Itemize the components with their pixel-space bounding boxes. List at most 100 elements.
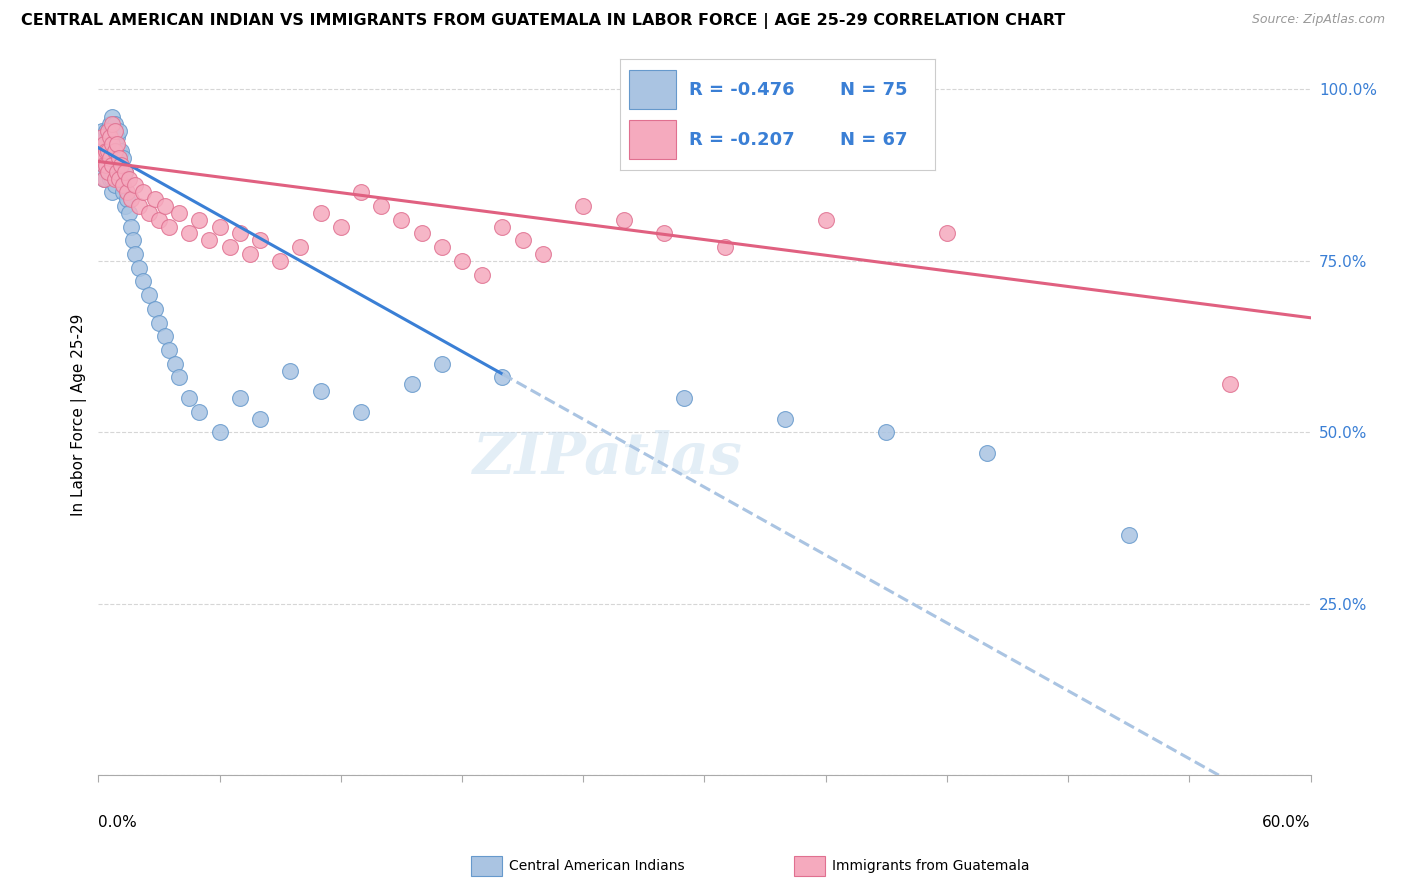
- Point: [89, 144, 111, 158]
- Point: [101, 137, 124, 152]
- Point: [613, 212, 636, 227]
- Point: [138, 288, 160, 302]
- Point: [97, 165, 120, 179]
- Point: [451, 253, 474, 268]
- Point: [350, 405, 373, 419]
- Text: Source: ZipAtlas.com: Source: ZipAtlas.com: [1251, 13, 1385, 27]
- Point: [1118, 528, 1140, 542]
- Point: [157, 219, 180, 234]
- Point: [91, 144, 114, 158]
- Point: [93, 130, 115, 145]
- Point: [148, 212, 170, 227]
- Point: [101, 117, 124, 131]
- Point: [208, 219, 231, 234]
- Point: [120, 192, 142, 206]
- Point: [128, 199, 150, 213]
- Y-axis label: In Labor Force | Age 25-29: In Labor Force | Age 25-29: [72, 314, 87, 516]
- Point: [97, 123, 120, 137]
- Point: [111, 186, 134, 200]
- Point: [103, 123, 125, 137]
- Point: [118, 206, 141, 220]
- Point: [91, 165, 114, 179]
- Point: [101, 158, 124, 172]
- Point: [89, 151, 111, 165]
- Point: [935, 227, 957, 241]
- Point: [143, 301, 166, 316]
- Point: [105, 165, 128, 179]
- Point: [96, 158, 118, 172]
- Point: [110, 144, 132, 158]
- Point: [114, 199, 136, 213]
- Point: [100, 158, 122, 172]
- Point: [165, 357, 187, 371]
- Point: [97, 123, 120, 137]
- Point: [572, 199, 595, 213]
- Point: [278, 363, 301, 377]
- Point: [208, 425, 231, 440]
- Point: [107, 171, 129, 186]
- Point: [107, 171, 129, 186]
- Point: [269, 253, 291, 268]
- Point: [100, 117, 122, 131]
- Point: [91, 151, 114, 165]
- Point: [976, 446, 998, 460]
- Point: [114, 165, 136, 179]
- Point: [290, 240, 312, 254]
- Point: [97, 137, 120, 152]
- Point: [814, 212, 837, 227]
- Point: [120, 219, 142, 234]
- Point: [101, 171, 124, 186]
- Point: [153, 329, 176, 343]
- Point: [101, 158, 124, 172]
- Point: [124, 178, 146, 193]
- Point: [229, 391, 252, 405]
- Text: ZIPatlas: ZIPatlas: [472, 430, 742, 487]
- Point: [93, 171, 115, 186]
- Point: [107, 144, 129, 158]
- Point: [118, 171, 141, 186]
- Point: [179, 227, 201, 241]
- Point: [93, 137, 115, 152]
- Point: [103, 171, 125, 186]
- Point: [430, 357, 453, 371]
- Text: 0.0%: 0.0%: [98, 814, 138, 830]
- Point: [110, 165, 132, 179]
- Point: [96, 123, 118, 137]
- Point: [96, 137, 118, 152]
- Point: [100, 130, 122, 145]
- Point: [309, 206, 332, 220]
- Point: [512, 233, 534, 247]
- Text: Central American Indians: Central American Indians: [509, 859, 685, 873]
- Point: [89, 137, 111, 152]
- Point: [157, 343, 180, 357]
- Point: [167, 370, 190, 384]
- Point: [100, 171, 122, 186]
- Point: [249, 411, 271, 425]
- Text: Immigrants from Guatemala: Immigrants from Guatemala: [832, 859, 1029, 873]
- Point: [111, 178, 134, 193]
- Point: [93, 144, 115, 158]
- Point: [91, 123, 114, 137]
- Text: 60.0%: 60.0%: [1263, 814, 1310, 830]
- Point: [188, 212, 211, 227]
- Point: [110, 158, 132, 172]
- Point: [121, 233, 143, 247]
- Point: [249, 233, 271, 247]
- Point: [107, 123, 129, 137]
- Point: [143, 192, 166, 206]
- Point: [218, 240, 240, 254]
- Point: [1219, 377, 1241, 392]
- Point: [875, 425, 897, 440]
- Point: [167, 206, 190, 220]
- Point: [132, 186, 155, 200]
- Point: [329, 219, 352, 234]
- Point: [105, 137, 128, 152]
- Point: [188, 405, 211, 419]
- Point: [105, 130, 128, 145]
- Point: [111, 151, 134, 165]
- Point: [491, 370, 513, 384]
- Point: [132, 275, 155, 289]
- Point: [97, 165, 120, 179]
- Point: [115, 186, 138, 200]
- Point: [430, 240, 453, 254]
